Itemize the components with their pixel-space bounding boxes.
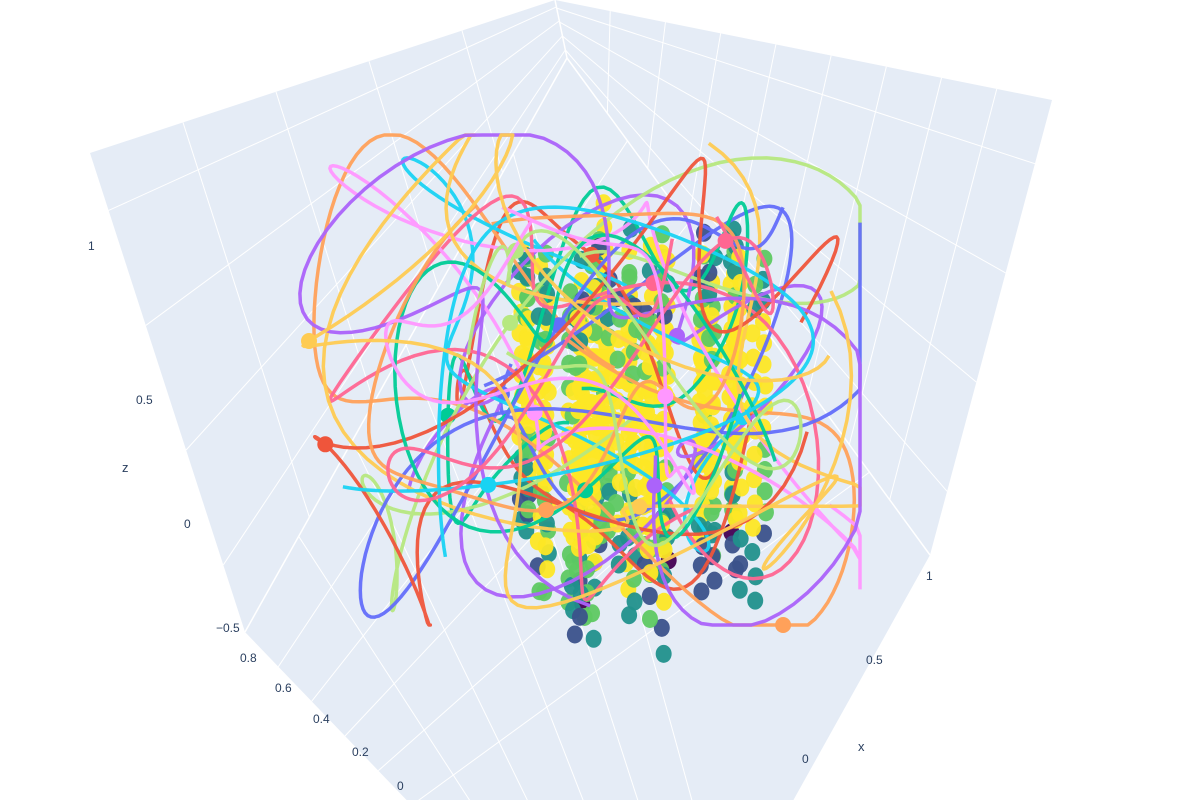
z-axis-title: z bbox=[122, 460, 129, 475]
line-traces bbox=[298, 133, 862, 633]
gridline bbox=[351, 440, 528, 800]
line-trace bbox=[327, 194, 821, 602]
marker-point bbox=[706, 571, 723, 590]
marker-point bbox=[732, 529, 749, 548]
marker-point bbox=[654, 358, 671, 377]
y-tick-label: 0.2 bbox=[352, 745, 369, 759]
scene-panes bbox=[90, 0, 1052, 800]
marker-point bbox=[744, 543, 761, 562]
back-right-pane bbox=[555, 0, 1052, 555]
back-left-pane bbox=[90, 0, 567, 632]
line-trace bbox=[312, 156, 840, 627]
z-tick-label: 0.5 bbox=[136, 393, 153, 407]
marker-point bbox=[731, 504, 748, 523]
line-trace bbox=[383, 205, 696, 495]
z-tick-label: −0.5 bbox=[216, 621, 240, 635]
gridline bbox=[848, 77, 943, 445]
line-trace-end-marker bbox=[480, 476, 497, 493]
gridline bbox=[606, 11, 611, 114]
line-trace-end-marker bbox=[646, 477, 663, 494]
y-tick-label: 0 bbox=[397, 779, 404, 793]
gridline bbox=[889, 88, 998, 500]
gridline bbox=[647, 22, 666, 169]
x-tick-label: 0.5 bbox=[866, 653, 883, 667]
marker-point bbox=[693, 582, 710, 601]
z-axis-ticks: −0.5 0 0.5 1 bbox=[88, 239, 240, 635]
gridline bbox=[562, 35, 977, 383]
z-tick-label: 1 bbox=[88, 239, 95, 253]
line-trace-end-marker bbox=[538, 502, 555, 518]
marker-point bbox=[703, 503, 720, 522]
gridline bbox=[808, 66, 887, 390]
line-trace bbox=[298, 133, 862, 627]
line-trace-end-marker bbox=[775, 617, 792, 633]
marker-point bbox=[571, 607, 588, 626]
gridline bbox=[275, 91, 375, 403]
marker-point bbox=[756, 482, 773, 501]
pane-edge bbox=[554, 0, 568, 59]
marker-point bbox=[744, 324, 761, 343]
y-tick-label: 0.8 bbox=[240, 651, 257, 665]
marker-point bbox=[653, 618, 670, 637]
marker-point bbox=[641, 609, 658, 628]
line-trace bbox=[386, 216, 775, 503]
gridline bbox=[556, 7, 1036, 165]
y-tick-label: 0.4 bbox=[313, 712, 330, 726]
line-trace bbox=[445, 185, 750, 526]
line-trace-end-marker bbox=[657, 388, 674, 405]
marker-point bbox=[744, 518, 761, 537]
line-trace bbox=[301, 133, 854, 610]
gridline bbox=[182, 122, 310, 518]
marker-point bbox=[539, 560, 556, 579]
line-trace-end-marker bbox=[502, 314, 519, 331]
gridline bbox=[559, 21, 1006, 274]
gridline bbox=[368, 61, 439, 288]
x-axis-ticks: 1 0.5 0 bbox=[802, 569, 933, 766]
line-trace-end-marker bbox=[317, 436, 334, 453]
x-tick-label: 0 bbox=[802, 752, 809, 766]
marker-point bbox=[746, 445, 763, 464]
marker-point bbox=[655, 592, 672, 611]
marker-point bbox=[537, 537, 554, 556]
y-axis-ticks: 0.8 0.6 0.4 0.2 0 bbox=[240, 651, 404, 793]
line-trace-end-marker bbox=[301, 333, 317, 349]
z-tick-label: 0 bbox=[184, 517, 191, 531]
gridline bbox=[108, 6, 557, 211]
gridline bbox=[298, 536, 471, 800]
marker-point bbox=[609, 350, 626, 369]
x-axis-title: x bbox=[858, 739, 865, 754]
line-trace bbox=[312, 133, 857, 627]
marker-point bbox=[608, 494, 625, 513]
gridline bbox=[185, 35, 563, 451]
marker-point bbox=[566, 625, 583, 644]
marker-point bbox=[747, 591, 764, 610]
marker-point bbox=[519, 331, 536, 350]
x-tick-label: 1 bbox=[926, 569, 933, 583]
marker-point bbox=[621, 606, 638, 625]
marker-point bbox=[731, 580, 748, 599]
marker-point bbox=[569, 309, 586, 328]
pane-edge bbox=[244, 57, 568, 633]
line-trace bbox=[466, 229, 803, 548]
line-trace-end-marker bbox=[577, 482, 594, 499]
marker-point bbox=[655, 644, 672, 663]
marker-point bbox=[585, 629, 602, 648]
line-trace-end-marker bbox=[717, 232, 734, 249]
y-tick-label: 0.6 bbox=[275, 681, 292, 695]
marker-point bbox=[641, 587, 658, 606]
marker-point bbox=[747, 567, 764, 586]
marker-point bbox=[571, 378, 588, 397]
marker-point bbox=[732, 555, 749, 574]
line-trace-end-marker bbox=[631, 498, 648, 515]
marker-point bbox=[621, 268, 638, 287]
marker-point bbox=[626, 592, 643, 611]
gridline bbox=[687, 33, 722, 224]
